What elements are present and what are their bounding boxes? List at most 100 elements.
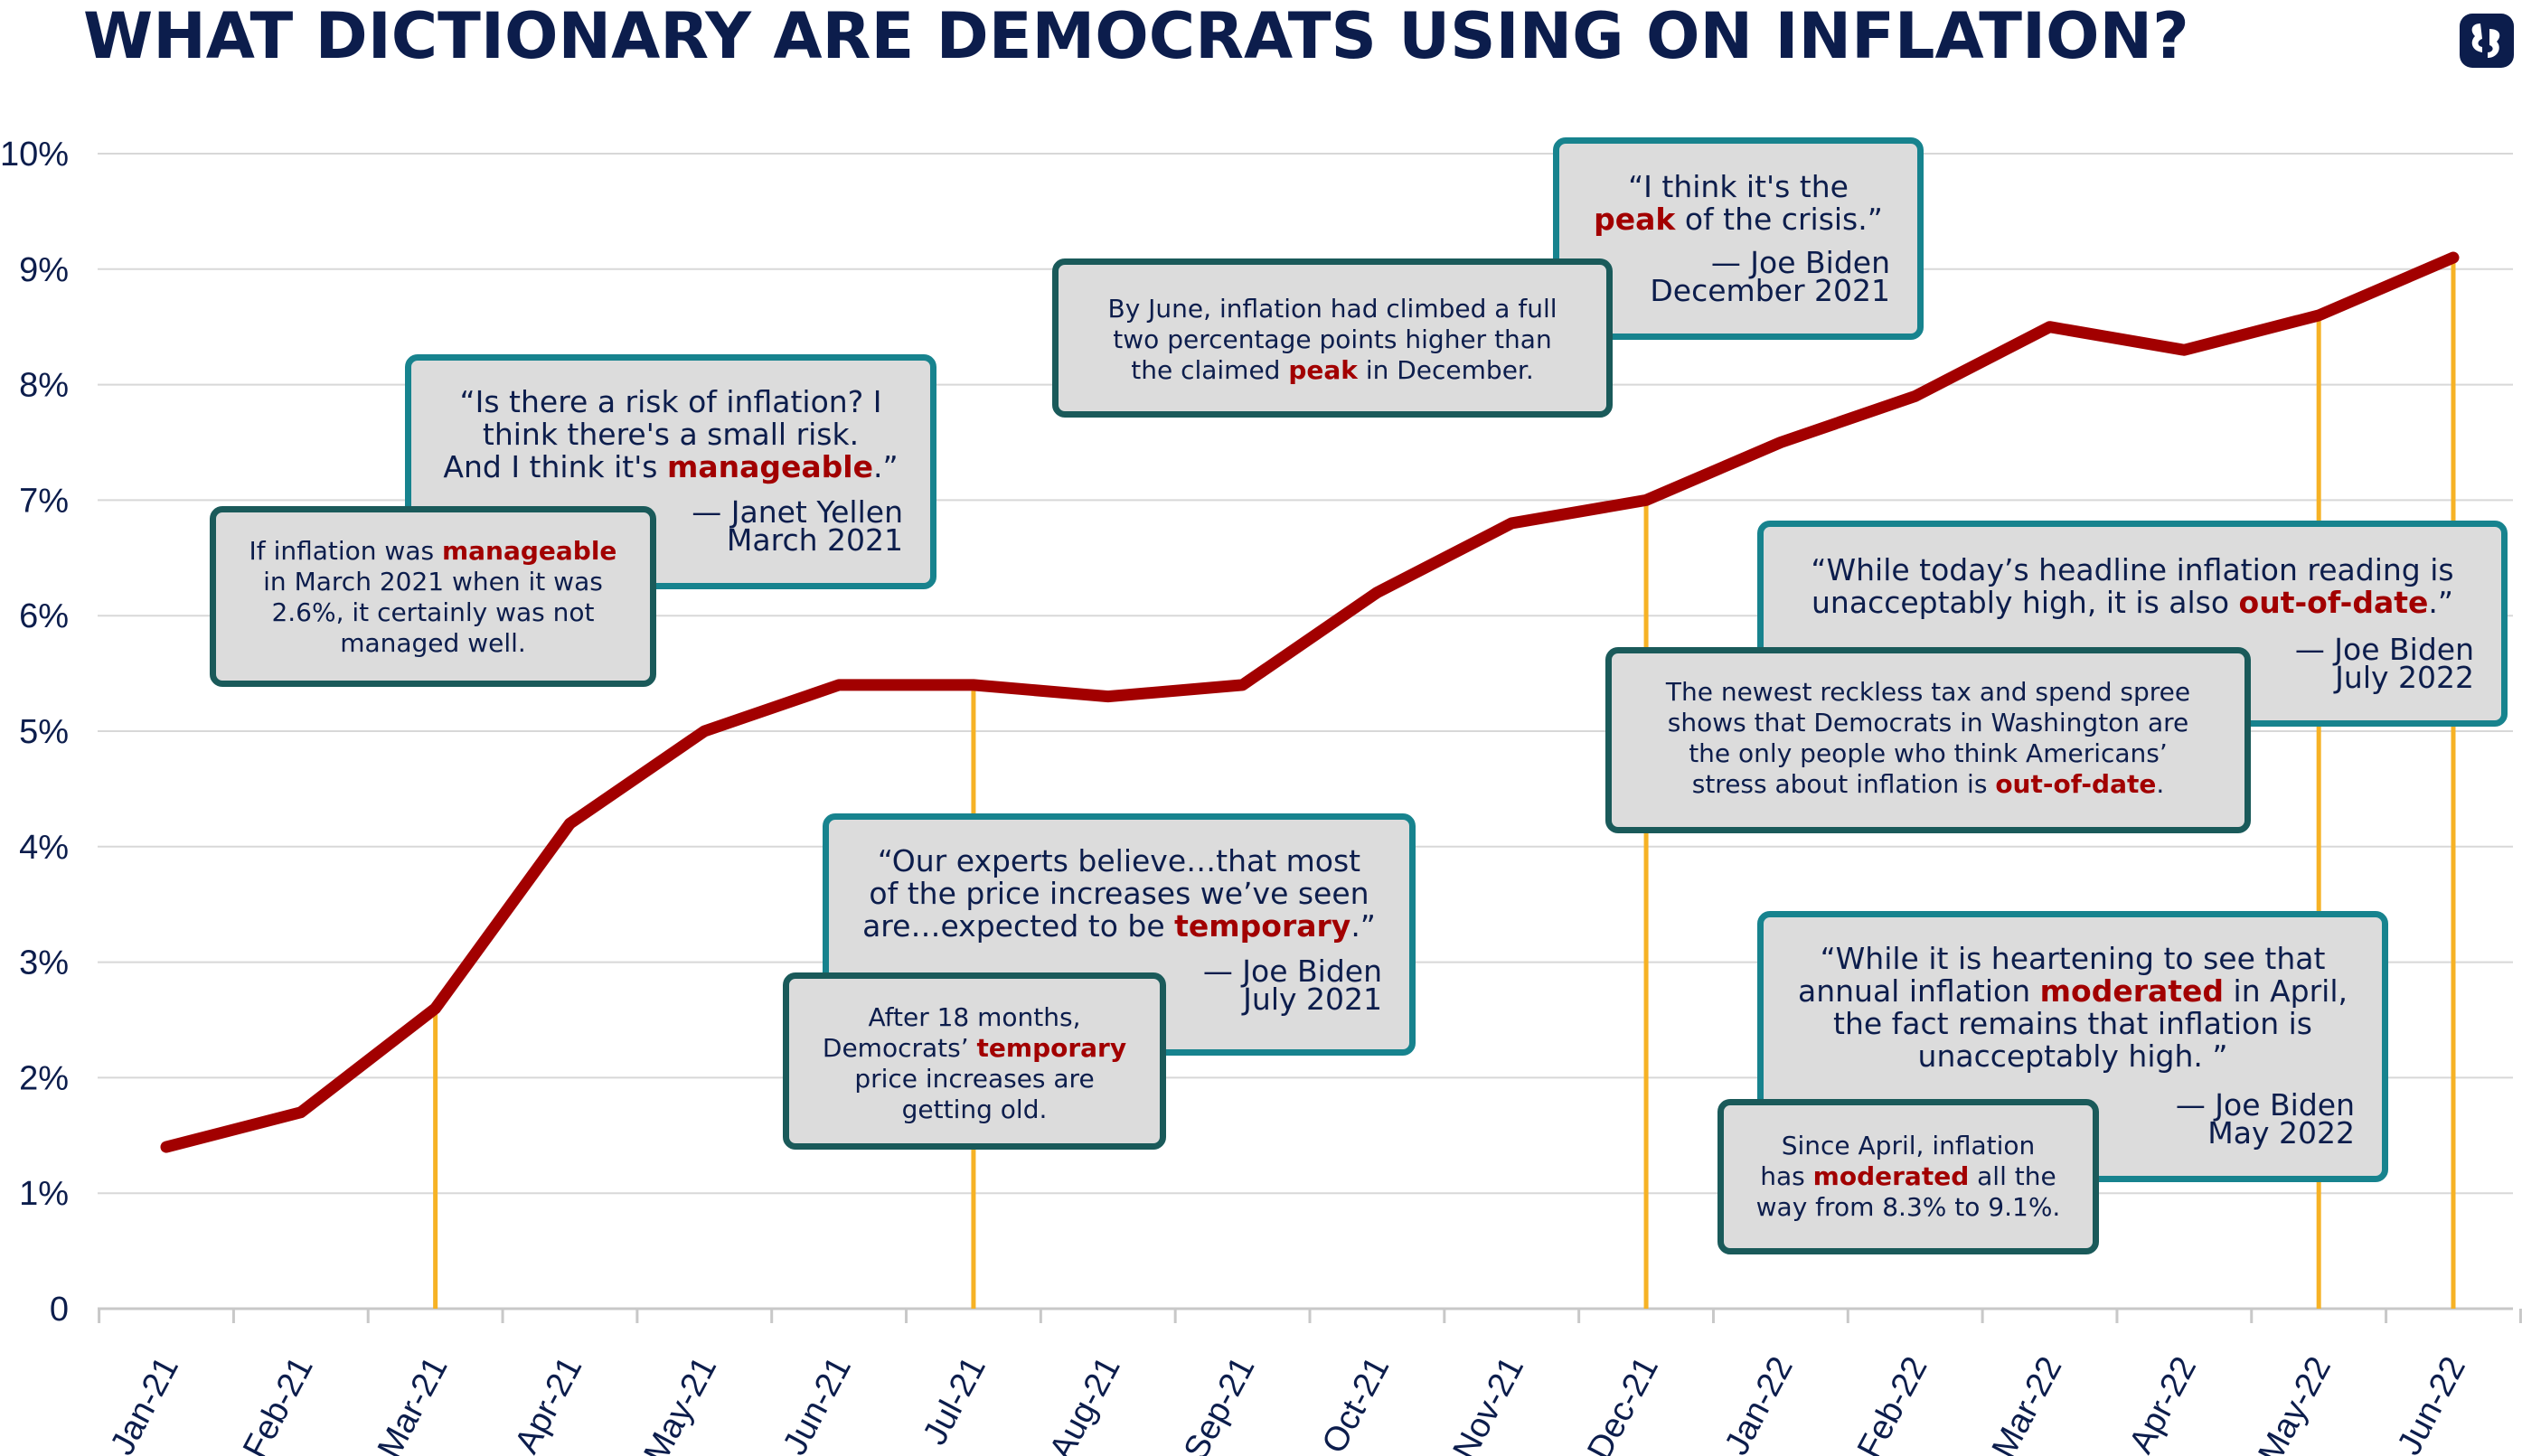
x-tick-label: Jun-21 xyxy=(776,1351,859,1456)
yellen-quote-speaker: — Janet Yellen xyxy=(692,494,903,530)
logo-mark-icon xyxy=(2460,14,2514,68)
outofdate-note-line4-end: . xyxy=(2156,769,2165,799)
y-tick-label: 7% xyxy=(19,482,69,520)
peak-quote-highlight: peak xyxy=(1594,202,1676,237)
x-tick-label: Apr-22 xyxy=(2122,1351,2205,1456)
moderated-quote-date: May 2022 xyxy=(2207,1115,2355,1151)
yellen-quote-date: March 2021 xyxy=(726,522,903,558)
yellen-note-line4: managed well. xyxy=(340,628,526,658)
x-tick-label: Oct-21 xyxy=(1315,1351,1397,1456)
y-tick-label: 9% xyxy=(19,251,69,289)
y-tick-label: 6% xyxy=(19,597,69,635)
x-tick-label: May-22 xyxy=(2252,1351,2339,1456)
moderated-quote-line2-end: in April, xyxy=(2224,973,2348,1009)
peak-note-highlight: peak xyxy=(1288,355,1358,385)
moderated-quote-highlight: moderated xyxy=(2039,973,2225,1009)
peak-note-line2: two percentage points higher than xyxy=(1113,324,1552,354)
yellen-note-line1: If inflation was xyxy=(249,536,442,566)
x-tick-label: May-21 xyxy=(637,1351,725,1456)
outofdate-quote-line2: unacceptably high, it is also xyxy=(1812,585,2239,620)
yellen-quote-line1: “Is there a risk of inflation? I xyxy=(459,384,882,419)
outofdate-quote-highlight: out-of-date xyxy=(2238,585,2429,620)
y-tick-label: 4% xyxy=(19,829,69,867)
x-tick-label: Jul-21 xyxy=(916,1351,993,1451)
outofdate-quote-speaker: — Joe Biden xyxy=(2294,632,2474,667)
yellen-note-highlight: manageable xyxy=(441,536,617,566)
moderated-note-box: Since April, inflation has moderated all… xyxy=(1717,1099,2099,1254)
outofdate-note-line1: The newest reckless tax and spend spree xyxy=(1665,677,2191,707)
moderated-quote-speaker: — Joe Biden xyxy=(2175,1087,2355,1123)
peak-note-box: By June, inflation had climbed a full tw… xyxy=(1052,258,1613,418)
moderated-quote-line4: unacceptably high. ” xyxy=(1917,1038,2228,1074)
peak-note-line1: By June, inflation had climbed a full xyxy=(1107,294,1557,324)
outofdate-quote-line1: “While today’s headline inflation readin… xyxy=(1811,552,2454,587)
moderated-note-line3: way from 8.3% to 9.1%. xyxy=(1755,1192,2061,1222)
temporary-note-highlight: temporary xyxy=(976,1033,1127,1063)
y-tick-label: 10% xyxy=(0,136,69,174)
temporary-note-line3: price increases are xyxy=(854,1064,1095,1094)
peak-quote-line1: “I think it's the xyxy=(1628,169,1849,204)
temporary-quote-line3-end: .” xyxy=(1350,908,1376,944)
x-tick-label: Dec-21 xyxy=(1580,1351,1666,1456)
moderated-note-highlight: moderated xyxy=(1812,1161,1970,1191)
outofdate-note-box: The newest reckless tax and spend spree … xyxy=(1605,647,2251,833)
x-tick-label: Sep-21 xyxy=(1177,1351,1263,1456)
temporary-note-line4: getting old. xyxy=(901,1094,1048,1124)
peak-note-line3: the claimed xyxy=(1131,355,1289,385)
moderated-note-line2-end: all the xyxy=(1969,1161,2056,1191)
x-tick-label: Jan-21 xyxy=(103,1351,186,1456)
temporary-quote-speaker: — Joe Biden xyxy=(1202,953,1382,989)
x-tick-label: Apr-21 xyxy=(508,1351,590,1456)
outofdate-quote-date: July 2022 xyxy=(2335,660,2474,695)
temporary-quote-highlight: temporary xyxy=(1174,908,1351,944)
yellen-note-box: If inflation was manageable in March 202… xyxy=(210,506,656,687)
x-tick-label: Jun-22 xyxy=(2390,1351,2473,1456)
yellen-quote-highlight: manageable xyxy=(666,449,873,484)
x-tick-label: Nov-21 xyxy=(1446,1351,1532,1456)
x-tick-label: Aug-21 xyxy=(1042,1351,1128,1456)
y-tick-label: 2% xyxy=(19,1059,69,1097)
x-tick-label: Feb-22 xyxy=(1850,1351,1935,1456)
outofdate-note-line3: the only people who think Americans’ xyxy=(1689,738,2168,768)
inflation-series-line xyxy=(160,251,2460,1153)
yellen-quote-line3: And I think it's xyxy=(443,449,667,484)
temporary-quote-line3: are…expected to be xyxy=(862,908,1175,944)
yellen-quote-box: “Is there a risk of inflation? I think t… xyxy=(405,354,936,589)
yellen-quote-line3-end: .” xyxy=(872,449,899,484)
temporary-note-line1: After 18 months, xyxy=(868,1002,1081,1032)
peak-quote-line2: of the crisis.” xyxy=(1675,202,1883,237)
yellen-quote-line2: think there's a small risk. xyxy=(482,417,860,452)
moderated-quote-line3: the fact remains that inflation is xyxy=(1833,1006,2312,1041)
y-tick-label: 5% xyxy=(19,713,69,751)
x-tick-label: Jan-22 xyxy=(1717,1351,1801,1456)
yellen-note-line2: in March 2021 when it was xyxy=(263,567,603,596)
x-tick-label: Feb-21 xyxy=(236,1351,321,1456)
outofdate-quote-box: “While today’s headline inflation readin… xyxy=(1757,521,2508,727)
y-tick-label: 0 xyxy=(50,1291,69,1329)
temporary-note-box: After 18 months, Democrats’ temporary pr… xyxy=(783,972,1166,1150)
y-tick-label: 3% xyxy=(19,944,69,982)
outofdate-note-highlight: out-of-date xyxy=(1995,769,2157,799)
moderated-note-line1: Since April, inflation xyxy=(1781,1131,2036,1160)
temporary-quote-date: July 2021 xyxy=(1243,982,1382,1017)
temporary-quote-line1: “Our experts believe…that most xyxy=(877,843,1361,878)
temporary-note-line2: Democrats’ xyxy=(822,1033,977,1063)
x-tick-label: Mar-22 xyxy=(1985,1351,2070,1456)
page-title: WHAT DICTIONARY ARE DEMOCRATS USING ON I… xyxy=(83,0,2189,73)
peak-quote-date: December 2021 xyxy=(1650,273,1890,308)
peak-quote-speaker: — Joe Biden xyxy=(1710,245,1890,280)
yellen-note-line3: 2.6%, it certainly was not xyxy=(271,597,595,627)
peak-note-line3-end: in December. xyxy=(1357,355,1534,385)
outofdate-note-line2: shows that Democrats in Washington are xyxy=(1667,708,2189,737)
x-tick-label: Mar-21 xyxy=(371,1351,456,1456)
biden-peak-quote-box: “I think it's the peak of the crisis.” —… xyxy=(1553,137,1924,340)
outofdate-note-line4: stress about inflation is xyxy=(1691,769,1996,799)
outofdate-quote-line2-end: .” xyxy=(2428,585,2453,620)
y-tick-label: 8% xyxy=(19,367,69,405)
temporary-quote-line2: of the price increases we’ve seen xyxy=(869,876,1369,911)
y-tick-label: 1% xyxy=(19,1175,69,1213)
moderated-quote-line2: annual inflation xyxy=(1797,973,2040,1009)
moderated-note-line2: has xyxy=(1760,1161,1813,1191)
moderated-quote-line1: “While it is heartening to see that xyxy=(1820,941,2326,976)
